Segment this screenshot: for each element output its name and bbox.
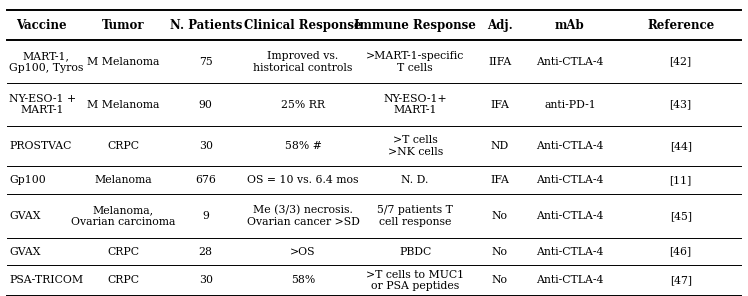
Text: Immune Response: Immune Response [355,19,476,32]
Text: 5/7 patients T
cell response: 5/7 patients T cell response [377,205,453,227]
Text: [45]: [45] [669,211,692,221]
Text: 58%: 58% [291,276,315,285]
Text: PBDC: PBDC [399,247,432,257]
Text: IIFA: IIFA [488,57,512,67]
Text: 28: 28 [199,247,212,257]
Text: Vaccine: Vaccine [16,19,67,32]
Text: NY-ESO-1 +
MART-1: NY-ESO-1 + MART-1 [9,94,76,115]
Text: >T cells to MUC1
or PSA peptides: >T cells to MUC1 or PSA peptides [366,270,465,291]
Text: >OS: >OS [290,247,316,257]
Text: No: No [491,247,508,257]
Text: M Melanoma: M Melanoma [88,100,159,110]
Text: 676: 676 [195,175,216,185]
Text: CRPC: CRPC [108,247,139,257]
Text: >T cells
>NK cells: >T cells >NK cells [387,135,443,157]
Text: CRPC: CRPC [108,276,139,285]
Text: M Melanoma: M Melanoma [88,57,159,67]
Text: Anti-CTLA-4: Anti-CTLA-4 [536,211,604,221]
Text: >MART-1-specific
T cells: >MART-1-specific T cells [366,51,465,73]
Text: IFA: IFA [490,175,509,185]
Text: PROSTVAC: PROSTVAC [9,141,71,151]
Text: Anti-CTLA-4: Anti-CTLA-4 [536,247,604,257]
Text: Tumor: Tumor [102,19,144,32]
Text: Me (3/3) necrosis.
Ovarian cancer >SD: Me (3/3) necrosis. Ovarian cancer >SD [247,205,359,227]
Text: 90: 90 [199,100,212,110]
Text: 58% #: 58% # [284,141,322,151]
Text: GVAX: GVAX [9,247,40,257]
Text: CRPC: CRPC [108,141,139,151]
Text: 30: 30 [199,276,212,285]
Text: mAb: mAb [555,19,585,32]
Text: [44]: [44] [669,141,692,151]
Text: Anti-CTLA-4: Anti-CTLA-4 [536,57,604,67]
Text: N. Patients: N. Patients [170,19,242,32]
Text: No: No [491,276,508,285]
Text: NY-ESO-1+
MART-1: NY-ESO-1+ MART-1 [383,94,447,115]
Text: Improved vs.
historical controls: Improved vs. historical controls [254,51,352,73]
Text: anti-PD-1: anti-PD-1 [544,100,596,110]
Text: 25% RR: 25% RR [281,100,325,110]
Text: Anti-CTLA-4: Anti-CTLA-4 [536,276,604,285]
Text: Melanoma,
Ovarian carcinoma: Melanoma, Ovarian carcinoma [71,205,176,227]
Text: [46]: [46] [669,247,692,257]
Text: OS = 10 vs. 6.4 mos: OS = 10 vs. 6.4 mos [247,175,359,185]
Text: Reference: Reference [647,19,714,32]
Text: Clinical Response: Clinical Response [244,19,362,32]
Text: [42]: [42] [669,57,692,67]
Text: GVAX: GVAX [9,211,40,221]
Text: PSA-TRICOM: PSA-TRICOM [9,276,83,285]
Text: [47]: [47] [669,276,692,285]
Text: [11]: [11] [669,175,692,185]
Text: ND: ND [491,141,509,151]
Text: MART-1,
Gp100, Tyros: MART-1, Gp100, Tyros [9,51,83,73]
Text: 75: 75 [199,57,212,67]
Text: [43]: [43] [669,100,692,110]
Text: 30: 30 [199,141,212,151]
Text: Anti-CTLA-4: Anti-CTLA-4 [536,141,604,151]
Text: N. D.: N. D. [402,175,429,185]
Text: Adj.: Adj. [487,19,512,32]
Text: Melanoma: Melanoma [94,175,153,185]
Text: Gp100: Gp100 [9,175,46,185]
Text: No: No [491,211,508,221]
Text: IFA: IFA [490,100,509,110]
Text: Anti-CTLA-4: Anti-CTLA-4 [536,175,604,185]
Text: 9: 9 [202,211,209,221]
